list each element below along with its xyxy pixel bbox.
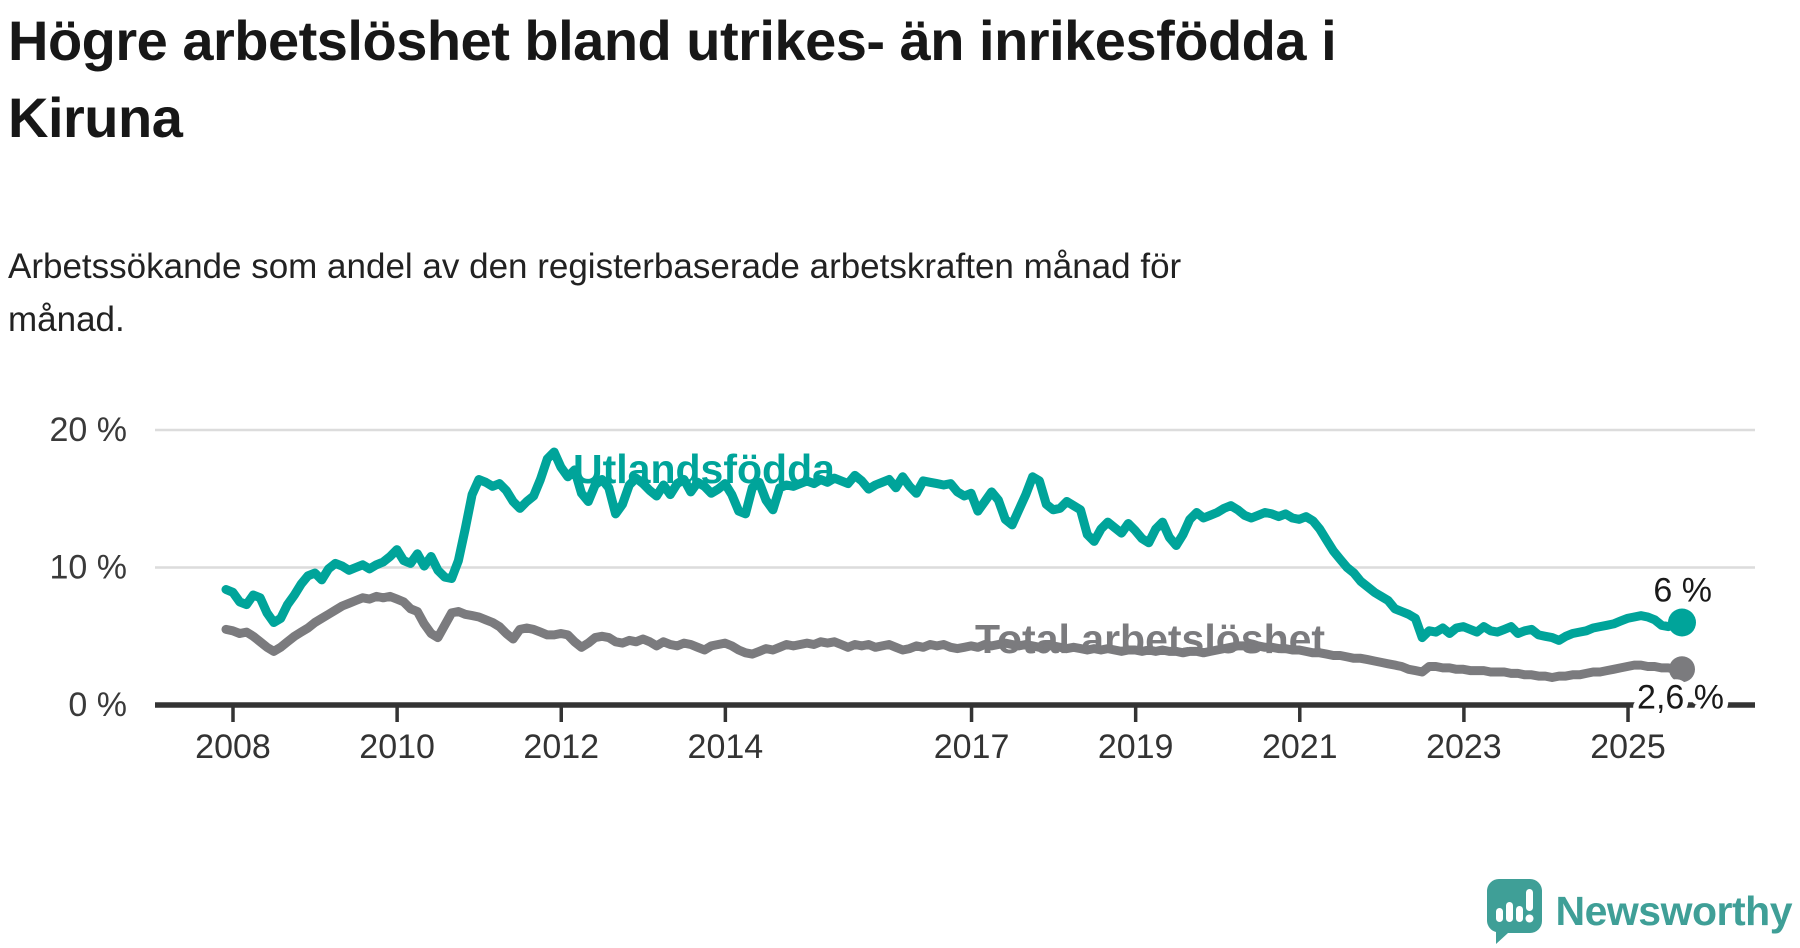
newsworthy-logo-icon	[1486, 879, 1542, 944]
newsworthy-logo-text: Newsworthy	[1555, 887, 1793, 934]
end-dot-utlandsfodda	[1668, 608, 1696, 637]
chart-subtitle: Arbetssökande som andel av den registerb…	[8, 240, 1181, 346]
series-label-total: Total arbetslöshet	[975, 616, 1325, 662]
y-tick-label: 20 %	[50, 411, 128, 449]
end-value-label-utlandsfodda: 6 %	[1653, 572, 1712, 610]
subtitle-line-1: Arbetssökande som andel av den registerb…	[8, 247, 1182, 286]
subtitle-line-2: månad.	[8, 300, 125, 339]
series-label-utlandsfodda: Utlandsfödda	[573, 446, 836, 492]
newsworthy-logo: Newsworthy	[1486, 878, 1793, 944]
x-tick-label: 2008	[195, 728, 271, 766]
page-title: Högre arbetslöshet bland utrikes- än inr…	[8, 2, 1337, 156]
x-tick-label: 2012	[523, 728, 599, 766]
x-tick-label: 2025	[1590, 728, 1666, 766]
x-tick-label: 2010	[359, 728, 435, 766]
end-value-label-total: 2,6 %	[1637, 678, 1724, 716]
x-tick-label: 2023	[1426, 728, 1502, 766]
x-tick-label: 2017	[934, 728, 1010, 766]
x-tick-label: 2019	[1098, 728, 1174, 766]
x-tick-label: 2021	[1262, 728, 1338, 766]
end-dot-total	[1669, 656, 1695, 683]
series-line-total	[221, 591, 1687, 682]
x-tick-label: 2014	[688, 728, 764, 766]
title-line-2: Kiruna	[8, 86, 183, 149]
title-line-1: Högre arbetslöshet bland utrikes- än inr…	[8, 9, 1337, 72]
y-tick-label: 0 %	[68, 686, 127, 724]
chart-canvas: 0 % 10 % 20 % 2008 2010 2012 2014 2017 2019 2021 2…	[50, 411, 1755, 766]
series-line-utlandsfodda	[221, 447, 1687, 645]
unemployment-line-chart: 0 % 10 % 20 % 2008 2010 2012 2014 2017 2019 2021 2…	[0, 355, 1800, 780]
y-tick-label: 10 %	[50, 549, 128, 587]
